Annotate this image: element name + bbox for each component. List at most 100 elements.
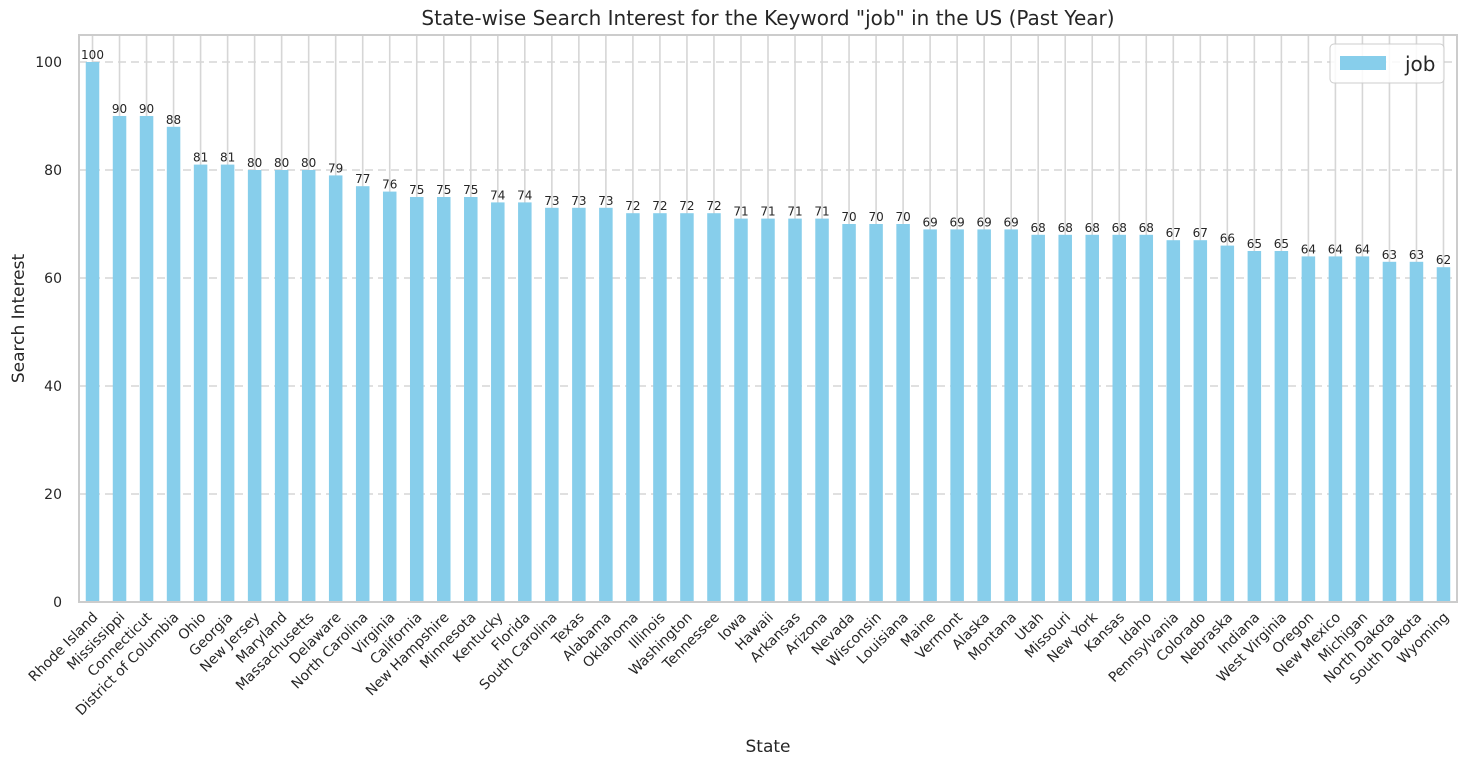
bar: [842, 224, 856, 602]
bar: [139, 116, 154, 602]
legend-box: [1329, 43, 1445, 84]
bar: [1247, 251, 1262, 602]
bar: [1085, 234, 1099, 603]
legend: job: [1329, 43, 1445, 84]
bar: [1220, 245, 1235, 602]
data-label: 73: [598, 194, 613, 208]
bar: [328, 175, 343, 602]
bar: [1193, 240, 1208, 602]
data-label: 90: [139, 102, 154, 116]
data-label: 81: [220, 151, 235, 165]
data-label: 80: [247, 156, 262, 170]
data-label: 68: [1031, 221, 1046, 235]
bar: [545, 207, 559, 603]
y-tick-label: 100: [35, 55, 62, 71]
data-label: 90: [112, 102, 127, 116]
data-label: 65: [1274, 237, 1289, 251]
bar: [653, 213, 667, 602]
bar: [112, 116, 127, 602]
data-label: 63: [1382, 248, 1397, 262]
bar: [869, 224, 883, 602]
bar: [301, 170, 316, 602]
chart-title: State-wise Search Interest for the Keywo…: [421, 6, 1114, 30]
data-label: 69: [1004, 215, 1019, 229]
y-tick-label: 40: [44, 379, 62, 395]
data-label: 72: [679, 199, 694, 213]
bar: [1382, 261, 1397, 602]
data-label: 81: [193, 151, 208, 165]
bar: [193, 164, 208, 602]
x-axis-label: State: [746, 737, 791, 757]
bar: [1355, 256, 1370, 602]
y-tick-label: 80: [44, 163, 62, 179]
bar: [599, 207, 613, 603]
data-label: 64: [1328, 242, 1343, 256]
bars: [85, 62, 1451, 603]
data-label: 88: [166, 113, 181, 127]
data-label: 75: [409, 183, 424, 197]
bar: [1031, 234, 1045, 603]
data-label: 74: [490, 188, 505, 202]
bar: [220, 164, 235, 602]
data-label: 73: [544, 194, 559, 208]
data-label: 63: [1409, 248, 1424, 262]
legend-swatch: [1340, 56, 1386, 70]
data-label: 68: [1085, 221, 1100, 235]
data-label: 67: [1193, 226, 1208, 240]
data-label: 72: [706, 199, 721, 213]
bar: [1274, 251, 1289, 602]
data-label: 80: [301, 156, 316, 170]
bar: [166, 126, 181, 603]
data-label: 72: [652, 199, 667, 213]
bar: [788, 218, 802, 602]
plot-frame: [78, 34, 1458, 603]
y-tick-label: 60: [44, 271, 62, 287]
data-label: 74: [517, 188, 532, 202]
bar: [1409, 261, 1424, 602]
bar: [464, 197, 478, 602]
data-label: 80: [274, 156, 289, 170]
data-label: 70: [868, 210, 883, 224]
data-label: 71: [760, 205, 775, 219]
bar: [977, 229, 991, 602]
data-label: 77: [355, 172, 370, 186]
data-label: 72: [625, 199, 640, 213]
bar: [382, 191, 397, 602]
data-label: 71: [733, 205, 748, 219]
data-label: 73: [571, 194, 586, 208]
bar: [1301, 256, 1316, 602]
y-axis-label: Search Interest: [9, 254, 29, 384]
data-label: 65: [1247, 237, 1262, 251]
data-label: 69: [977, 215, 992, 229]
data-label: 79: [328, 161, 343, 175]
x-axis-ticks: Rhode IslandMississippiConnecticutDistri…: [26, 609, 1452, 719]
data-label: 75: [436, 183, 451, 197]
bar: [626, 213, 640, 602]
data-label: 76: [382, 178, 397, 192]
bar: [1166, 240, 1181, 602]
data-label: 64: [1355, 242, 1370, 256]
data-label: 68: [1139, 221, 1154, 235]
bar: [572, 207, 586, 603]
bar: [1436, 267, 1451, 602]
bar: [85, 62, 100, 602]
data-label: 62: [1436, 253, 1451, 267]
bar: [707, 213, 721, 602]
data-label: 71: [787, 205, 802, 219]
data-label: 67: [1166, 226, 1181, 240]
data-label: 75: [463, 183, 478, 197]
data-label: 66: [1220, 232, 1235, 246]
bar: [1328, 256, 1343, 602]
bar: [950, 229, 964, 602]
bar: [1058, 234, 1072, 603]
data-labels: 100 90 90 88 81 81 80 80 80 79 77 76 75 75 75 74 74 73 73 7…: [81, 48, 1451, 267]
bar: [734, 218, 748, 602]
bar: [437, 197, 451, 602]
bar: [1139, 234, 1154, 603]
bar: [815, 218, 829, 602]
bar: [518, 202, 532, 602]
bar: [1004, 229, 1018, 602]
bar: [761, 218, 775, 602]
y-tick-label: 0: [53, 595, 62, 611]
